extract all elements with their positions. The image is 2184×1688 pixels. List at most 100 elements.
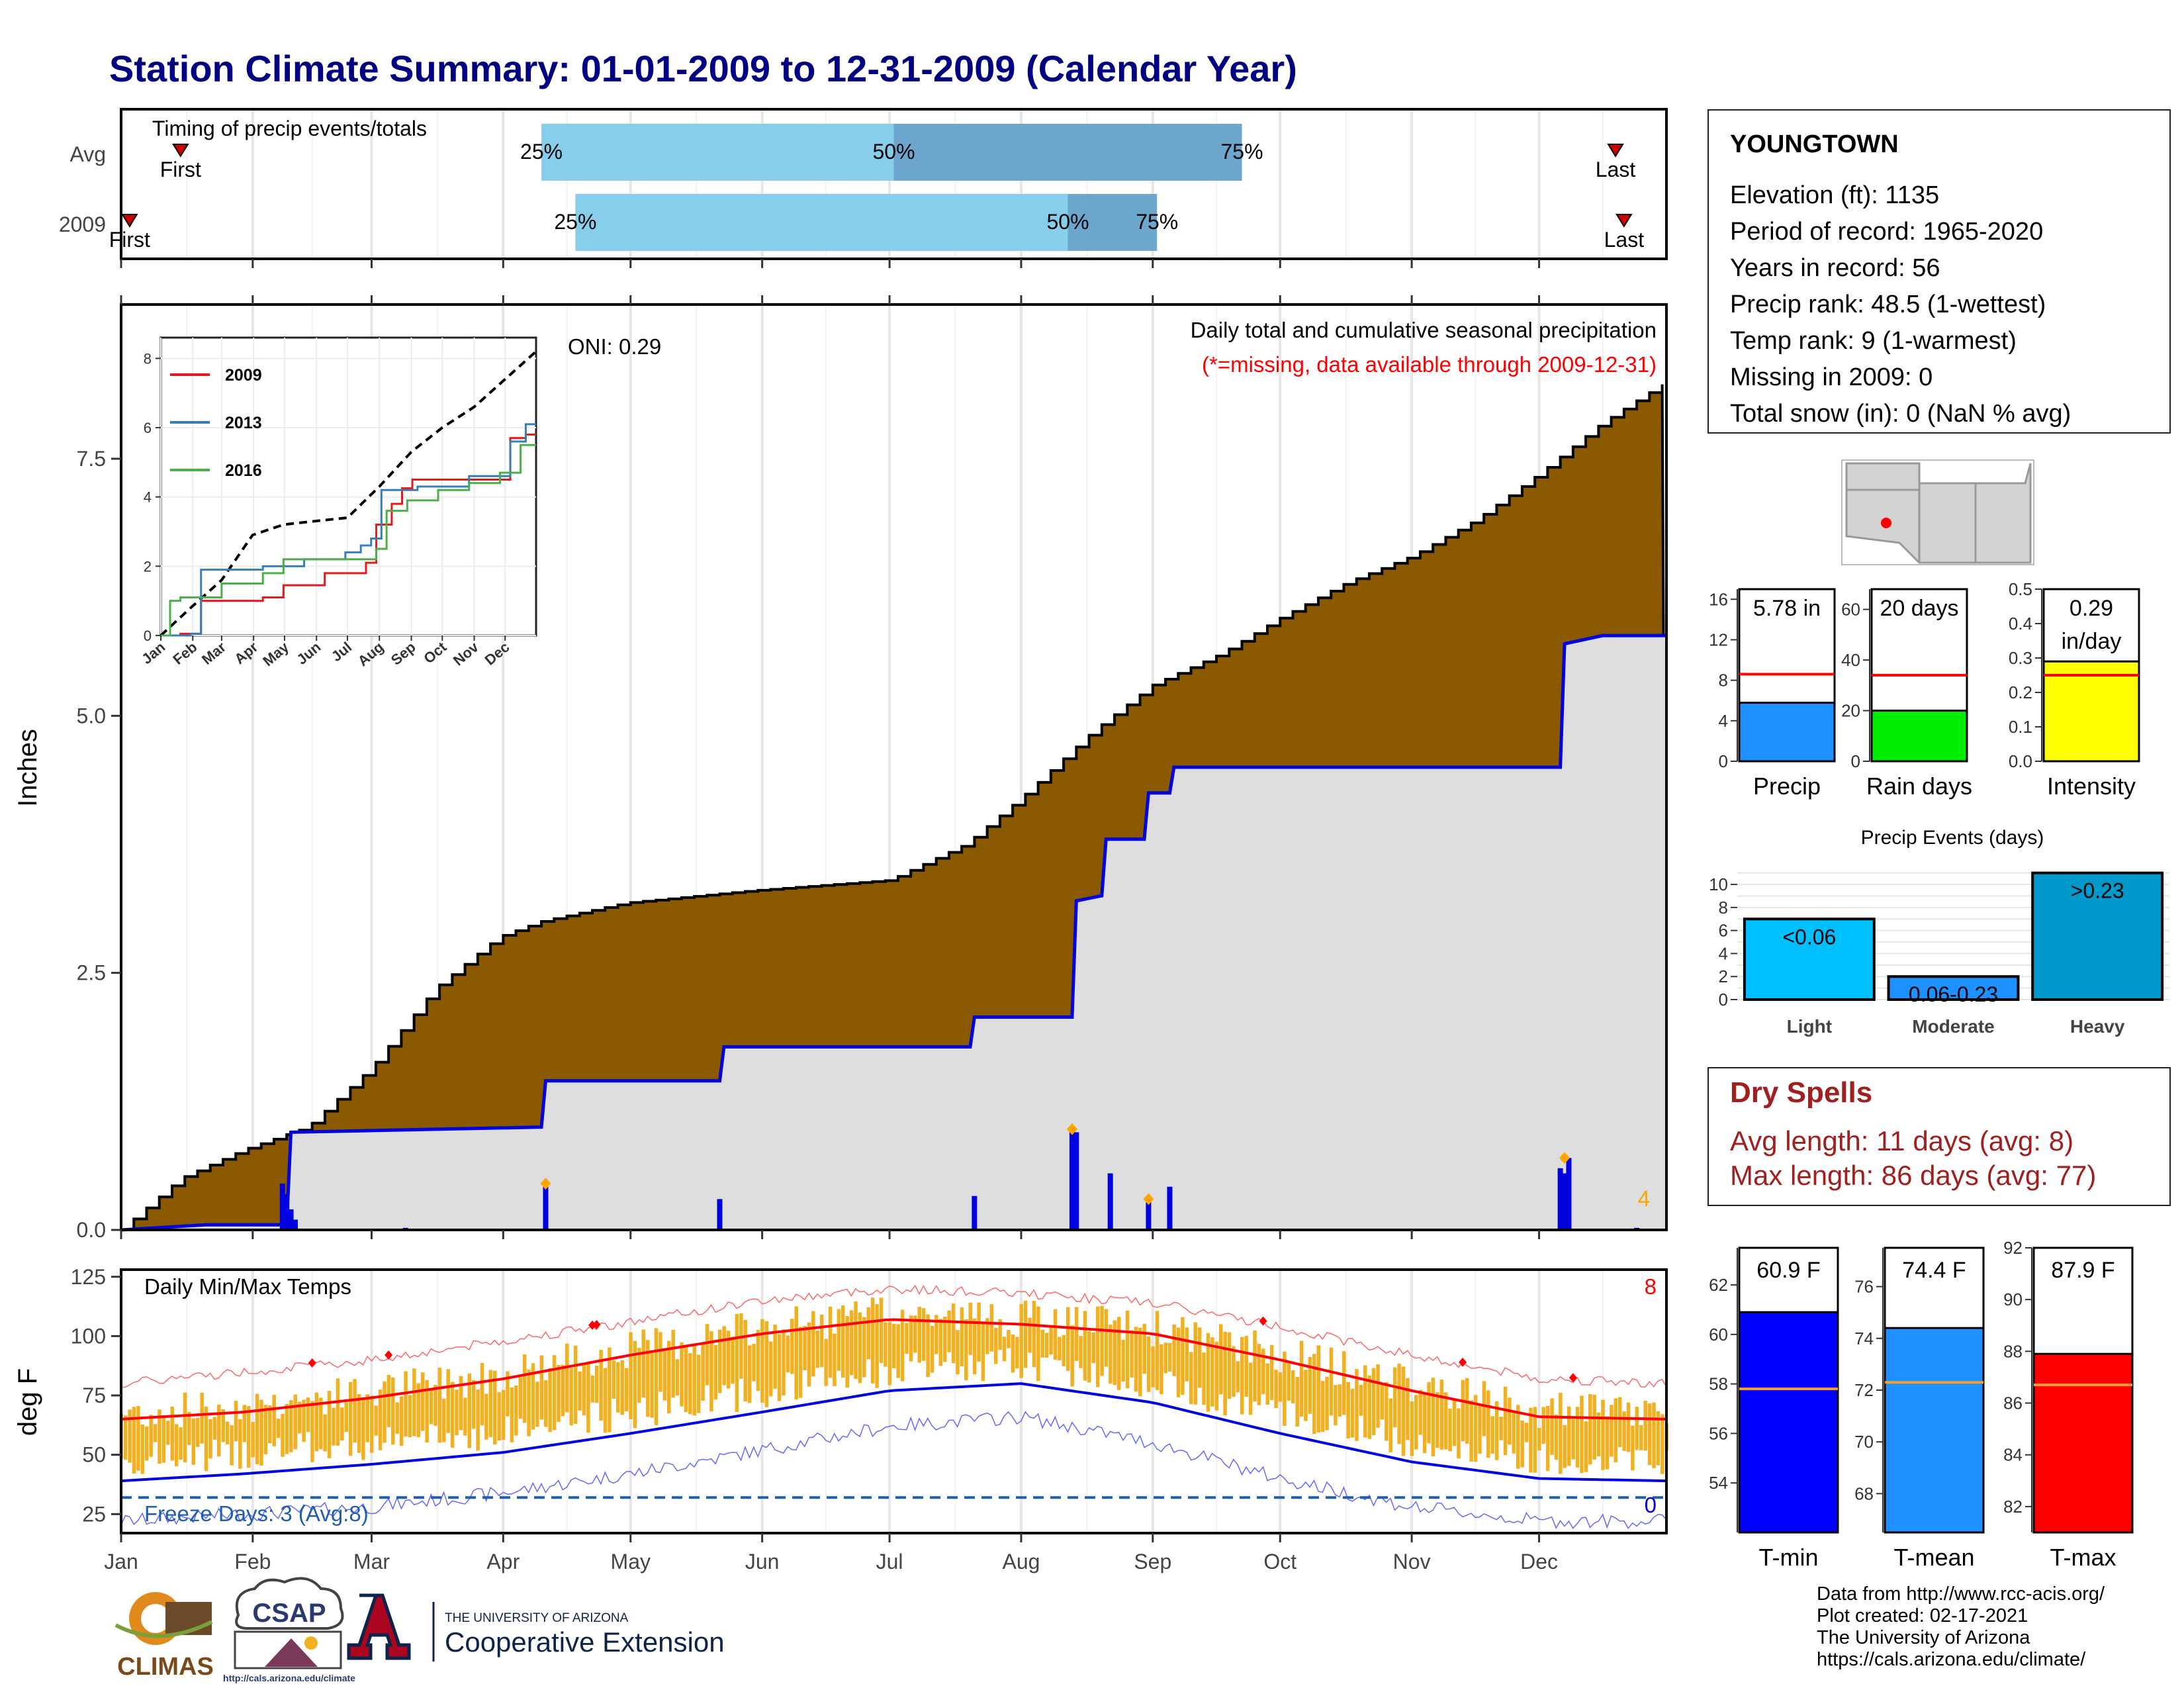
daily-temp-bar	[302, 1399, 306, 1442]
daily-temp-bar	[1418, 1389, 1422, 1435]
timing-pct-label: 50%	[1046, 210, 1089, 234]
daily-temp-bar	[701, 1344, 705, 1401]
daily-temp-bar	[416, 1383, 421, 1438]
precip-panel: 0.0 2.5 5.0 7.5 Inches ONI: 0.29 Daily tota…	[13, 303, 1668, 1242]
bar-y-tick-label: 0.1	[2009, 717, 2032, 737]
daily-temp-bar	[1265, 1363, 1270, 1405]
daily-temp-bar	[1371, 1368, 1376, 1435]
daily-temp-bar	[824, 1338, 828, 1386]
station-years: Years in record: 56	[1730, 254, 1940, 282]
daily-temp-bar	[1074, 1307, 1079, 1361]
record-high-diamond	[1459, 1357, 1467, 1367]
daily-temp-bar	[437, 1367, 442, 1443]
daily-temp-bar	[1588, 1394, 1592, 1465]
daily-temp-bar	[1308, 1357, 1312, 1414]
daily-temp-bar	[1163, 1342, 1168, 1374]
daily-temp-bar	[1385, 1382, 1388, 1441]
inset-y-tick-label: 0	[144, 628, 152, 644]
daily-temp-bar	[212, 1417, 217, 1440]
daily-temp-bar	[578, 1371, 582, 1411]
y-tick-label: 75	[82, 1383, 106, 1407]
y-tick-label: 0.0	[77, 1218, 106, 1242]
daily-temp-bar	[1359, 1385, 1363, 1416]
last-marker-icon	[1607, 144, 1624, 158]
daily-temp-bar	[739, 1313, 743, 1379]
freeze-count: 0	[1645, 1493, 1657, 1517]
daily-temp-bar	[887, 1322, 892, 1385]
bar-y-tick-label: 74	[1854, 1329, 1874, 1348]
extreme-precip-diamond	[1559, 1152, 1570, 1164]
daily-temp-bar	[1095, 1306, 1100, 1387]
daily-temp-bar	[1397, 1363, 1401, 1444]
daily-temp-bar	[1011, 1335, 1015, 1373]
daily-temp-bar	[624, 1368, 629, 1411]
daily-precip-bar	[293, 1219, 298, 1230]
inset-series-line	[161, 434, 536, 637]
daily-temp-bar	[722, 1326, 726, 1385]
daily-temp-bar	[1338, 1384, 1342, 1417]
timing-pct-label: 25%	[554, 210, 596, 234]
daily-temp-bar	[149, 1415, 153, 1457]
bar-category-label: T-min	[1759, 1544, 1819, 1571]
daily-temp-bar	[1160, 1344, 1163, 1395]
daily-temp-bar	[272, 1395, 276, 1446]
event-bar	[1743, 917, 1876, 1001]
daily-temp-bar	[1053, 1309, 1058, 1360]
daily-temp-bar	[123, 1415, 128, 1460]
y-tick-label: 2.5	[77, 961, 106, 985]
bar-y-tick-label: 56	[1709, 1423, 1728, 1443]
daily-temp-bar	[786, 1335, 790, 1373]
daily-temp-bar	[913, 1315, 917, 1353]
daily-temp-bar	[811, 1311, 815, 1377]
daily-temp-bar	[1567, 1406, 1571, 1466]
daily-temp-bar	[1138, 1327, 1142, 1397]
first-marker-label: First	[160, 158, 201, 181]
event-category-label: Light	[1787, 1016, 1832, 1037]
daily-temp-bar	[170, 1406, 174, 1461]
events-y-tick-label: 4	[1719, 943, 1728, 963]
daily-precip-bar	[972, 1196, 978, 1230]
daily-temp-bar	[1167, 1342, 1172, 1372]
daily-temp-bar	[841, 1305, 845, 1378]
daily-temp-bar	[1622, 1411, 1626, 1451]
daily-temp-bar	[493, 1370, 497, 1444]
daily-temp-bar	[522, 1354, 527, 1423]
daily-temp-bar	[896, 1324, 900, 1378]
daily-temp-bar	[200, 1392, 204, 1444]
daily-temp-bar	[336, 1378, 340, 1446]
daily-temp-bar	[807, 1322, 811, 1387]
daily-temp-bar	[1287, 1362, 1291, 1401]
record-max-line	[120, 1284, 1667, 1388]
value-bar	[1738, 1311, 1839, 1534]
daily-temp-bar	[1210, 1337, 1214, 1407]
daily-temp-bar	[1427, 1382, 1431, 1444]
daily-temp-bar	[892, 1323, 896, 1369]
x-tick-label: Nov	[1393, 1550, 1431, 1573]
bar-category-label: Rain days	[1866, 773, 1972, 800]
daily-temp-bar	[281, 1414, 285, 1457]
daily-temp-bar	[234, 1401, 238, 1442]
inset-series-line	[161, 444, 536, 637]
precip-note: Daily total and cumulative seasonal prec…	[1191, 318, 1657, 342]
value-bar	[1870, 710, 1968, 763]
daily-temp-bar	[1044, 1333, 1049, 1358]
daily-temp-bar	[926, 1314, 930, 1378]
timing-panel: Timing of precip events/totals Avg 2009 …	[59, 108, 1668, 260]
daily-temp-bar	[543, 1380, 548, 1427]
daily-precip-bar	[1566, 1158, 1572, 1230]
daily-temp-bar	[764, 1321, 769, 1407]
daily-temp-bar	[1524, 1423, 1529, 1442]
daily-temp-bar	[1350, 1389, 1355, 1438]
bar-y-tick-label: 70	[1854, 1432, 1874, 1452]
logos: CLIMAS CSAP http://cals.arizona.edu/clim…	[114, 1577, 725, 1683]
inset-y-tick-label: 2	[144, 558, 152, 575]
daily-temp-bar	[404, 1371, 408, 1437]
daily-temp-bar	[1218, 1324, 1223, 1395]
daily-temp-bar	[459, 1376, 463, 1430]
daily-temp-bar	[353, 1379, 357, 1443]
csap-url: http://cals.arizona.edu/climate	[223, 1673, 355, 1683]
daily-temp-bar	[1601, 1399, 1605, 1470]
events-title: Precip Events (days)	[1861, 827, 2044, 849]
record-high-diamond	[592, 1319, 601, 1329]
daily-temp-bar	[1193, 1322, 1197, 1405]
